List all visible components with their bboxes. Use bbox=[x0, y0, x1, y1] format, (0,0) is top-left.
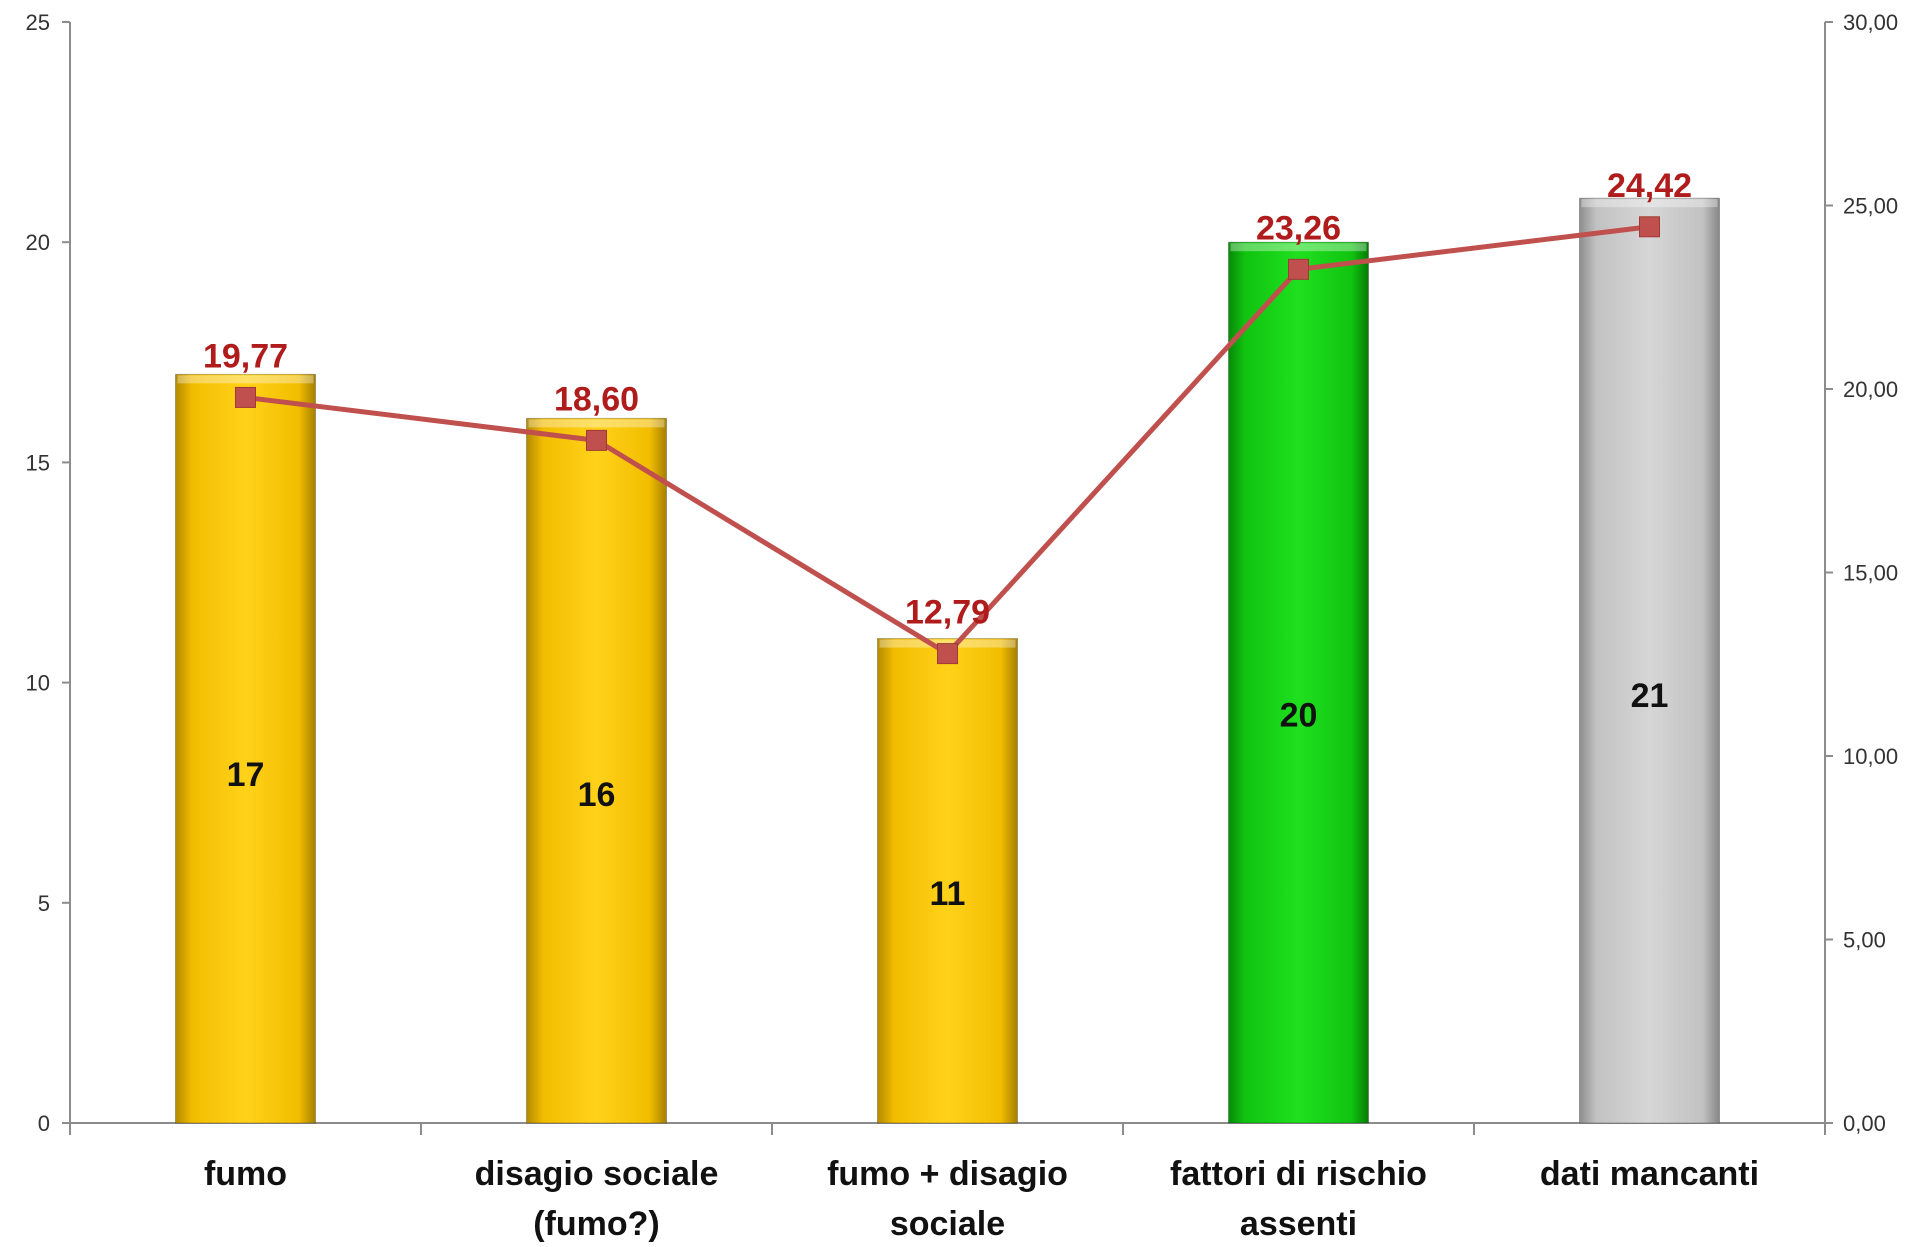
percentage-line bbox=[235, 216, 1660, 665]
bar-value-label: 20 bbox=[1280, 697, 1318, 735]
category-label-line: assenti bbox=[1240, 1205, 1357, 1243]
y-left-tick-label: 15 bbox=[26, 450, 50, 475]
bar bbox=[877, 638, 1018, 1124]
line-value-label: 24,42 bbox=[1607, 167, 1692, 205]
y-right-tick-label: 15,00 bbox=[1843, 561, 1898, 586]
bar bbox=[175, 373, 316, 1124]
y-right-tick-label: 30,00 bbox=[1843, 10, 1898, 35]
category-label-line: disagio sociale bbox=[475, 1155, 719, 1193]
bar-value-label: 11 bbox=[930, 875, 966, 913]
category-label-line: fattori di rischio bbox=[1170, 1155, 1427, 1193]
bar-value-label: 21 bbox=[1631, 677, 1669, 715]
line-marker bbox=[1639, 216, 1660, 238]
bars bbox=[175, 197, 1720, 1124]
line-value-label: 18,60 bbox=[554, 380, 639, 418]
category-label-line: dati mancanti bbox=[1540, 1155, 1759, 1193]
category-label: fumo bbox=[204, 1155, 287, 1193]
bar bbox=[1579, 197, 1720, 1124]
bar bbox=[526, 417, 667, 1124]
bar-bevel bbox=[177, 375, 314, 384]
axes: 0 5 10 15 20 25 0,00 5,00 10,00 15,00 20,00 25,00 30… bbox=[26, 10, 1899, 1136]
labels: 17 16 11 20 21 19,77 18,60 12,79 23,26 24,42 fumo d… bbox=[203, 167, 1759, 1243]
bar-bevel bbox=[1230, 243, 1367, 252]
percentage-series-line bbox=[245, 224, 1650, 657]
y-left-tick-label: 0 bbox=[38, 1111, 50, 1136]
line-marker bbox=[235, 386, 256, 408]
category-label-line: sociale bbox=[890, 1205, 1005, 1243]
y-left-tick-label: 10 bbox=[26, 671, 50, 696]
category-label: fumo + disagio sociale bbox=[827, 1155, 1068, 1243]
line-marker bbox=[586, 429, 607, 451]
category-label-line: fumo + disagio bbox=[827, 1155, 1068, 1193]
category-label-line: (fumo?) bbox=[533, 1205, 660, 1243]
bar-bevel bbox=[528, 419, 665, 428]
bar bbox=[1228, 241, 1369, 1124]
line-marker bbox=[1288, 258, 1309, 280]
y-right-tick-label: 5,00 bbox=[1843, 928, 1886, 953]
category-label: dati mancanti bbox=[1540, 1155, 1759, 1193]
line-value-label: 23,26 bbox=[1256, 209, 1341, 247]
category-label: fattori di rischio assenti bbox=[1170, 1155, 1427, 1243]
bar-value-label: 17 bbox=[227, 756, 265, 794]
y-left-tick-label: 20 bbox=[26, 230, 50, 255]
line-value-label: 19,77 bbox=[203, 337, 288, 375]
category-label-line: fumo bbox=[204, 1155, 287, 1193]
y-right-tick-label: 20,00 bbox=[1843, 377, 1898, 402]
y-right-tick-label: 25,00 bbox=[1843, 194, 1898, 219]
y-left-tick-label: 5 bbox=[38, 891, 50, 916]
y-right-tick-label: 0,00 bbox=[1843, 1111, 1886, 1136]
bar-bevel bbox=[1581, 199, 1718, 208]
y-right-tick-label: 10,00 bbox=[1843, 744, 1898, 769]
category-label: disagio sociale (fumo?) bbox=[475, 1155, 719, 1243]
y-left-tick-label: 25 bbox=[26, 10, 50, 35]
bar-value-label: 16 bbox=[578, 776, 616, 814]
line-value-label: 12,79 bbox=[905, 594, 990, 632]
line-marker bbox=[937, 643, 958, 665]
